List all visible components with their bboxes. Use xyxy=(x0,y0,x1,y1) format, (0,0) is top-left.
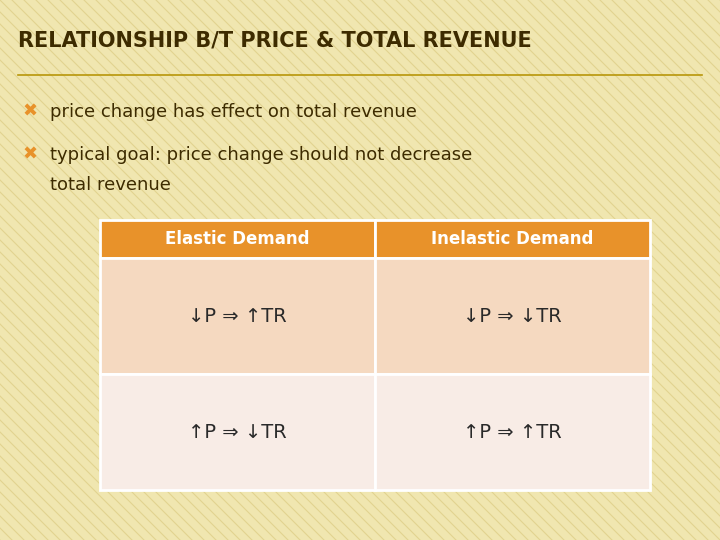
Text: ✖: ✖ xyxy=(22,103,37,121)
Text: Elastic Demand: Elastic Demand xyxy=(166,230,310,248)
Text: ↑P ⇒ ↑TR: ↑P ⇒ ↑TR xyxy=(463,422,562,442)
Text: ↓P ⇒ ↑TR: ↓P ⇒ ↑TR xyxy=(188,307,287,326)
FancyBboxPatch shape xyxy=(100,220,375,258)
Text: ✖: ✖ xyxy=(22,146,37,164)
FancyBboxPatch shape xyxy=(100,374,375,490)
Text: Inelastic Demand: Inelastic Demand xyxy=(431,230,594,248)
Text: price change has effect on total revenue: price change has effect on total revenue xyxy=(50,103,417,121)
Text: typical goal: price change should not decrease: typical goal: price change should not de… xyxy=(50,146,472,164)
Text: RELATIONSHIP B/T PRICE & TOTAL REVENUE: RELATIONSHIP B/T PRICE & TOTAL REVENUE xyxy=(18,30,532,50)
Text: ↑P ⇒ ↓TR: ↑P ⇒ ↓TR xyxy=(188,422,287,442)
Text: total revenue: total revenue xyxy=(50,176,171,194)
FancyBboxPatch shape xyxy=(375,258,650,374)
FancyBboxPatch shape xyxy=(375,374,650,490)
FancyBboxPatch shape xyxy=(375,220,650,258)
Text: ↓P ⇒ ↓TR: ↓P ⇒ ↓TR xyxy=(463,307,562,326)
FancyBboxPatch shape xyxy=(100,258,375,374)
